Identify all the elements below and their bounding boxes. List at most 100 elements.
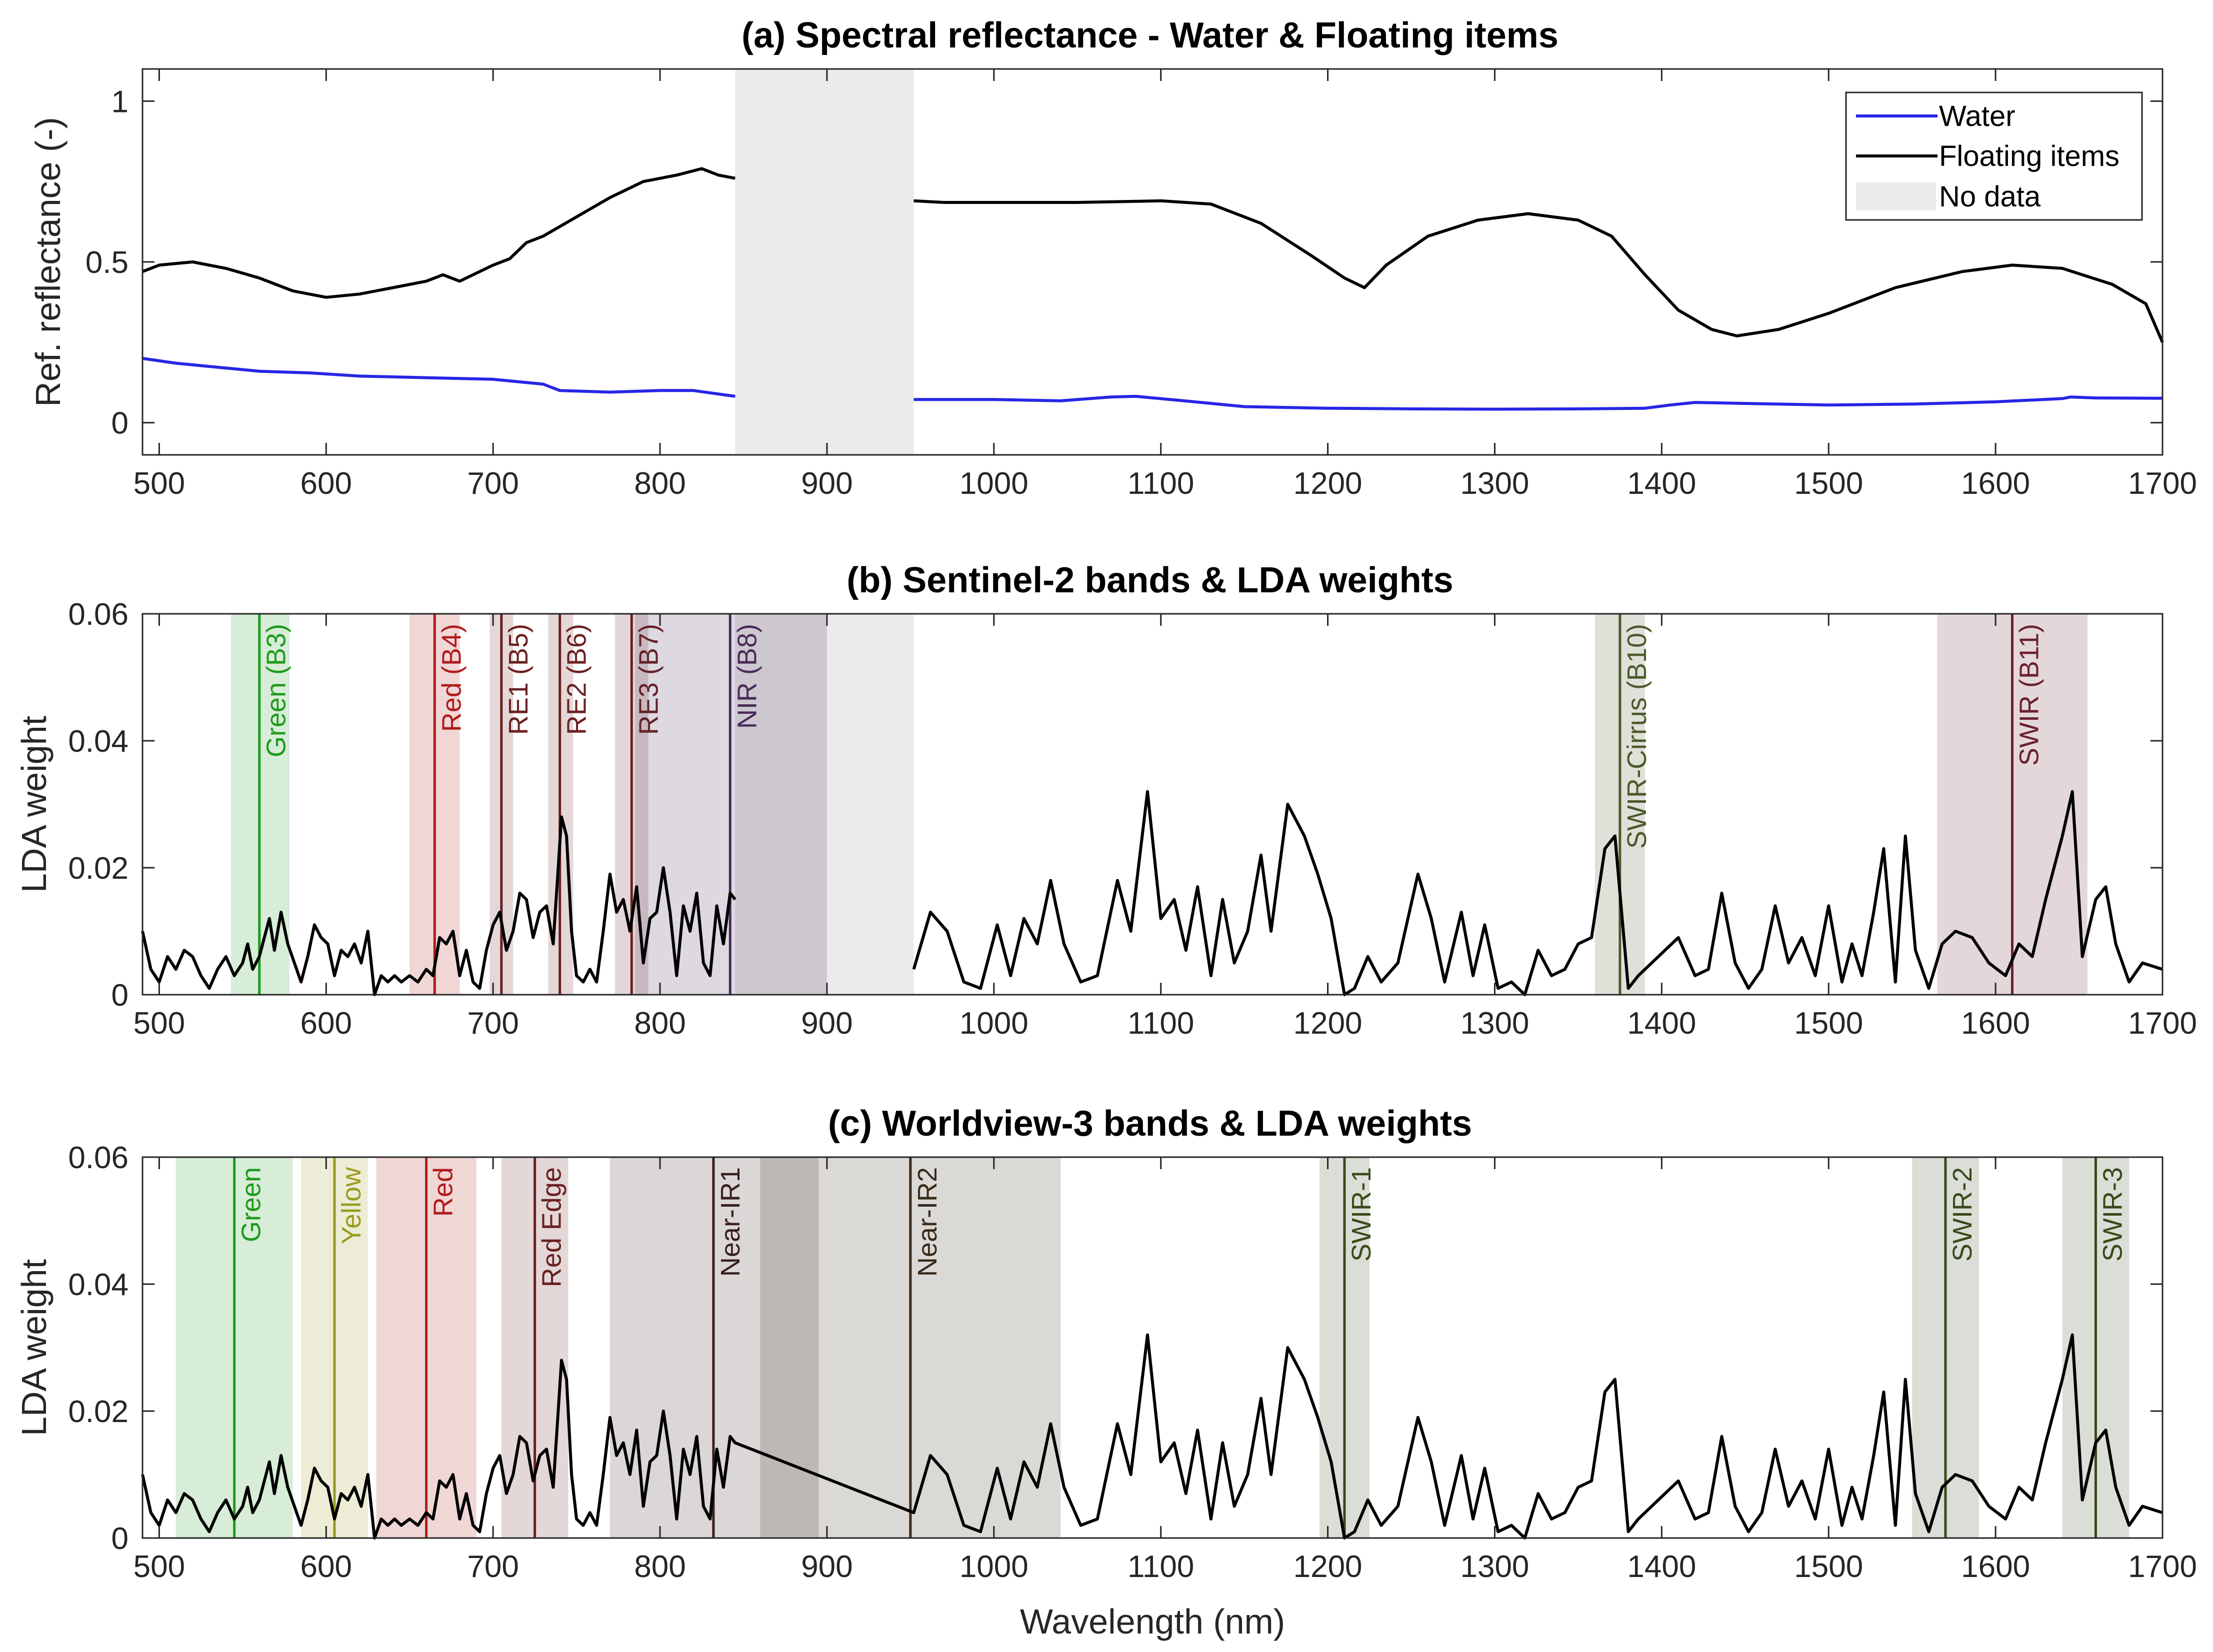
legend-nodata-label: No data [1939,180,2041,213]
series-line [142,167,2164,343]
x-tick-label: 600 [300,1006,352,1041]
x-tick-label: 1200 [1294,1006,1362,1041]
band-label: SWIR-3 [2098,1167,2128,1262]
band-label: Yellow [336,1167,366,1244]
panel-c-x-ticks: 500 600 700 800 900 1000 1100 1200 1300 1400 1500 1… [134,1157,2197,1584]
x-tick-label: 1500 [1794,1550,1863,1584]
x-tick-label: 1500 [1794,1006,1863,1041]
x-tick-label: 800 [634,1006,686,1041]
legend-floating-label: Floating items [1939,140,2120,172]
x-tick-label: 800 [634,466,686,501]
x-tick-label: 600 [300,1550,352,1584]
x-tick-label: 1300 [1460,466,1529,501]
band-label: Green (B3) [262,624,292,757]
band-label: Near-IR2 [912,1167,942,1277]
panel-b-title: (b) Sentinel-2 bands & LDA weights [846,560,1453,600]
x-tick-label: 700 [467,466,518,501]
band-label: RE3 (B7) [634,624,664,735]
series-line [141,1333,2163,1540]
band-label: RE2 (B6) [562,624,592,735]
x-tick-label: 1000 [960,1006,1028,1041]
x-tick-label: 1100 [1128,1550,1194,1584]
y-tick-label: 0.5 [86,245,128,280]
band-label: Near-IR1 [716,1167,746,1277]
panel-c-axes-box [142,1156,2164,1539]
x-tick-label: 1400 [1627,1006,1696,1041]
no-data-region [735,69,914,455]
panel-c-y-ticks: 0 0.02 0.04 0.06 [68,1141,2162,1556]
panel-a-series [142,167,2164,411]
x-tick-label: 900 [801,1550,852,1584]
x-tick-label: 1700 [2128,1550,2197,1584]
panel-b-sentinel2: (b) Sentinel-2 bands & LDA weights Green… [14,560,2197,1041]
y-tick-label: 0.04 [68,724,128,759]
x-tick-label: 1600 [1961,466,2030,501]
band-label: RE1 (B5) [504,624,534,735]
panel-b-y-ticks: 0 0.02 0.04 0.06 [68,597,2162,1013]
x-tick-label: 1400 [1627,466,1696,501]
y-tick-label: 0.06 [68,1141,128,1175]
x-tick-label: 1700 [2128,1006,2197,1041]
panel-b-axes-box [142,613,2164,996]
x-tick-label: 500 [134,466,185,501]
x-tick-label: 1100 [1128,466,1194,501]
x-tick-label: 1500 [1794,466,1863,501]
panel-a-y-ticks: 00.51 [86,84,2162,441]
band-label: SWIR-Cirrus (B10) [1622,624,1652,849]
x-tick-label: 1700 [2128,466,2197,501]
x-tick-label: 500 [134,1006,185,1041]
band-label: SWIR-2 [1948,1167,1978,1262]
series-line [141,790,2163,996]
legend-nodata-swatch [1856,182,1936,210]
panel-c-worldview3: (c) Worldview-3 bands & LDA weights Gree… [14,1104,2197,1641]
x-tick-label: 1400 [1627,1550,1696,1584]
series-line [142,357,2163,411]
x-tick-label: 1300 [1460,1550,1529,1584]
x-tick-label: 800 [634,1550,686,1584]
panel-a-title: (a) Spectral reflectance - Water & Float… [742,15,1558,55]
x-tick-label: 1000 [960,466,1028,501]
y-tick-label: 0.06 [68,597,128,632]
band-label: Red Edge [537,1167,567,1287]
x-tick-label: 600 [300,466,352,501]
panel-a-spectral-reflectance: (a) Spectral reflectance - Water & Float… [28,15,2197,501]
band-label: SWIR-1 [1346,1167,1376,1262]
band-label: NIR (B8) [732,624,762,729]
x-tick-label: 1300 [1460,1006,1529,1041]
x-tick-label: 900 [801,1006,852,1041]
x-tick-label: 900 [801,466,852,501]
y-tick-label: 0 [112,978,128,1013]
panel-b-x-ticks: 500 600 700 800 900 1000 1100 1200 1300 1400 1500 1… [134,614,2197,1041]
x-tick-label: 1000 [960,1550,1028,1584]
legend: Water Floating items No data [1845,91,2143,221]
panel-c-ylabel: LDA weight [14,1259,54,1436]
y-tick-label: 0.04 [68,1268,128,1302]
panel-a-no-data-region [735,69,914,455]
band-label: SWIR (B11) [2014,624,2044,766]
panel-b-series [141,790,2163,996]
y-tick-label: 0.02 [68,1395,128,1429]
x-tick-label: 500 [134,1550,185,1584]
band-label: Green [236,1167,266,1242]
no-data-region [735,614,914,995]
x-tick-label: 1100 [1128,1006,1194,1041]
y-tick-label: 1 [112,84,128,119]
band-label: Red (B4) [436,624,466,732]
y-tick-label: 0 [112,1522,128,1556]
y-tick-label: 0.02 [68,851,128,886]
panel-c-series [141,1333,2163,1540]
x-tick-label: 1200 [1294,1550,1362,1584]
panel-b-ylabel: LDA weight [14,716,54,893]
panel-a-x-ticks: 500 600 700 800 900 1000 1100 1200 1300 1400 1500 1… [134,69,2197,501]
legend-water-label: Water [1939,100,2016,132]
x-tick-label: 700 [467,1006,518,1041]
x-tick-label: 1600 [1961,1550,2030,1584]
x-tick-label: 1600 [1961,1006,2030,1041]
x-tick-label: 1200 [1294,466,1362,501]
band-label: Red [428,1167,458,1217]
y-tick-label: 0 [112,406,128,441]
x-tick-label: 700 [467,1550,518,1584]
panel-c-title: (c) Worldview-3 bands & LDA weights [828,1104,1472,1144]
panel-c-xlabel: Wavelength (nm) [1020,1602,1285,1641]
